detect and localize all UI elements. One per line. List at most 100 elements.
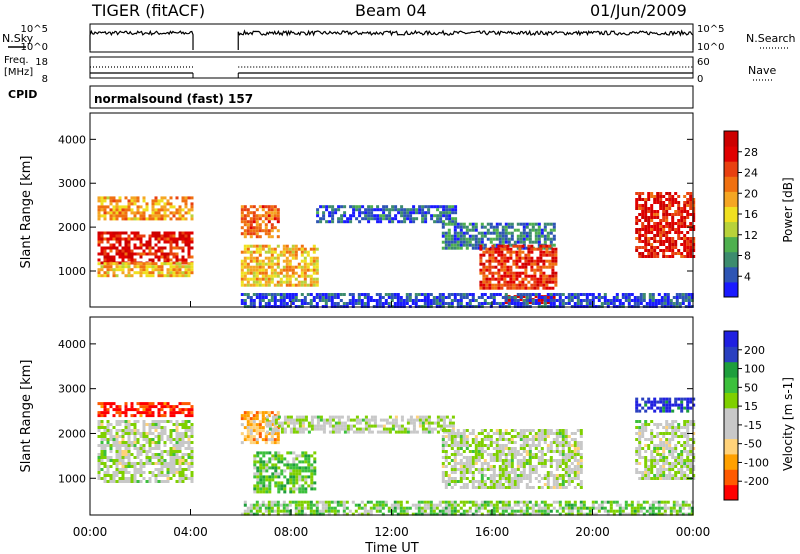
- data-cell-region-5: [441, 471, 445, 474]
- data-cell-region-0: [136, 231, 140, 235]
- data-cell-region-3: [313, 460, 317, 464]
- data-cell-region-4: [291, 268, 295, 272]
- data-cell-region-4: [312, 283, 316, 287]
- data-cell-region-3: [240, 217, 244, 221]
- data-cell-region-4: [394, 430, 398, 434]
- data-cell-region-5: [555, 435, 559, 438]
- data-cell-region-9: [665, 222, 669, 225]
- data-cell-region-9: [641, 204, 645, 207]
- data-cell-region-9: [659, 231, 663, 234]
- data-cell-region-1: [115, 480, 119, 483]
- data-cell-region-3: [310, 478, 314, 482]
- data-cell-region-8: [276, 503, 280, 507]
- data-cell-region-7: [665, 462, 669, 465]
- data-cell-region-9: [662, 252, 666, 255]
- data-cell-region-5: [573, 471, 577, 474]
- data-cell-region-9: [680, 222, 684, 225]
- data-cell-region-7: [536, 277, 540, 281]
- data-cell-region-1: [127, 465, 131, 468]
- data-cell-region-1: [142, 268, 146, 272]
- data-cell-region-10: [369, 296, 373, 299]
- data-cell-region-7: [650, 477, 654, 480]
- data-cell-region-10: [414, 296, 418, 299]
- data-cell-region-5: [576, 453, 580, 456]
- data-cell-region-1: [106, 268, 110, 272]
- data-cell-region-1: [100, 447, 104, 450]
- data-cell-region-9: [689, 204, 693, 207]
- data-cell-region-7: [485, 277, 489, 281]
- data-cell-region-5: [501, 435, 505, 438]
- data-cell-region-7: [527, 250, 531, 254]
- data-cell-region-5: [564, 459, 568, 462]
- data-cell-region-5: [564, 486, 568, 489]
- data-cell-region-8: [285, 503, 289, 507]
- data-cell-region-2: [103, 217, 107, 221]
- data-cell-region-6: [510, 225, 514, 229]
- data-cell-region-7: [686, 456, 690, 459]
- data-cell-region-2: [142, 214, 146, 218]
- data-cell-region-0: [157, 234, 161, 238]
- data-cell-region-5: [507, 447, 511, 450]
- data-cell-region-1: [139, 450, 143, 453]
- data-cell-region-9: [635, 201, 639, 204]
- data-cell-region-1: [133, 435, 137, 438]
- data-cell-region-1: [97, 477, 101, 480]
- data-cell-region-9: [674, 246, 678, 249]
- data-cell-region-6: [528, 222, 532, 226]
- data-cell-region-7: [503, 262, 507, 266]
- data-cell-region-5: [492, 447, 496, 450]
- data-cell-region-9: [659, 207, 663, 210]
- data-cell-region-4: [303, 280, 307, 284]
- data-cell-region-5: [555, 474, 559, 477]
- data-cell-region-5: [462, 456, 466, 459]
- data-cell-region-7: [509, 283, 513, 287]
- data-cell-region-7: [665, 429, 669, 432]
- data-cell-region-7: [515, 259, 519, 263]
- data-cell-region-7: [518, 253, 522, 257]
- data-cell-region-5: [498, 447, 502, 450]
- data-cell-region-0: [124, 405, 128, 409]
- data-cell-region-5: [352, 208, 356, 212]
- data-cell-region-9: [662, 204, 666, 207]
- data-cell-region-3: [271, 457, 275, 461]
- data-cell-region-1: [151, 265, 155, 269]
- data-cell-region-1: [112, 477, 116, 480]
- data-cell-region-7: [488, 250, 492, 254]
- data-cell-region-1: [163, 459, 167, 462]
- data-cell-region-7: [683, 435, 687, 438]
- data-cell-region-3: [261, 214, 265, 218]
- data-cell-region-8: [681, 500, 685, 504]
- data-cell-region-5: [528, 432, 532, 435]
- data-cell-region-8: [276, 500, 280, 504]
- data-cell-region-5: [444, 456, 448, 459]
- data-cell-region-10: [648, 296, 652, 299]
- data-cell-region-5: [507, 432, 511, 435]
- data-cell-region-9: [647, 237, 651, 240]
- data-cell-region-0: [169, 258, 173, 262]
- data-cell-region-7: [677, 441, 681, 444]
- data-cell-region-1: [115, 420, 119, 423]
- data-cell-region-7: [635, 426, 639, 429]
- data-cell-region-2: [181, 214, 185, 218]
- data-cell-region-6: [534, 228, 538, 232]
- data-cell-region-2: [252, 429, 256, 433]
- data-cell-region-1: [154, 429, 158, 432]
- data-cell-region-5: [540, 450, 544, 453]
- data-cell-region-0: [118, 408, 122, 412]
- data-cell-region-1: [109, 480, 113, 483]
- data-cell-region-6: [552, 225, 556, 229]
- data-cell-region-1: [121, 262, 125, 266]
- data-cell-region-5: [507, 465, 511, 468]
- data-cell-region-4: [271, 418, 275, 422]
- data-cell-region-5: [513, 435, 517, 438]
- noise-tick-top-right: 10^5: [697, 24, 724, 35]
- data-cell-region-10: [558, 293, 562, 296]
- data-cell-region-0: [184, 237, 188, 241]
- data-cell-region-4: [249, 283, 253, 287]
- data-cell-region-0: [109, 402, 113, 406]
- data-cell-region-5: [552, 480, 556, 483]
- data-cell-region-9: [674, 198, 678, 201]
- data-cell-region-5: [331, 220, 335, 224]
- data-cell-region-4: [294, 265, 298, 269]
- data-cell-region-9: [644, 234, 648, 237]
